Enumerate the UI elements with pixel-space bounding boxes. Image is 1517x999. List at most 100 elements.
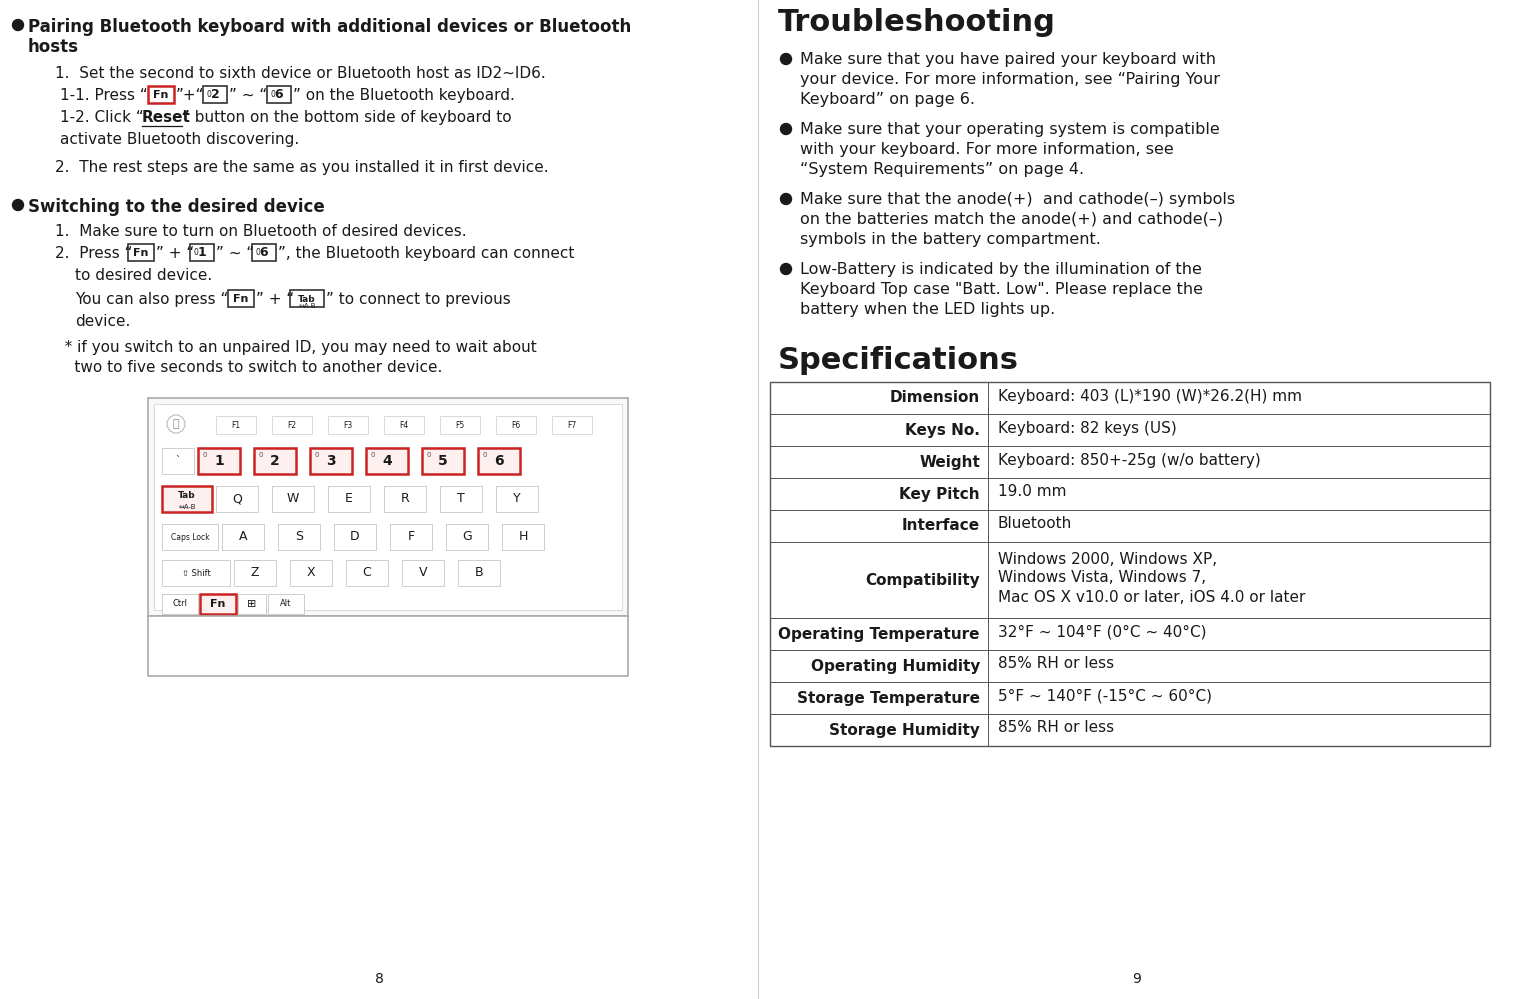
Text: ”+“: ”+“ [176, 88, 205, 103]
Text: hosts: hosts [27, 38, 79, 56]
Bar [502, 524, 545, 550]
Bar [346, 560, 388, 586]
Text: S: S [294, 530, 303, 543]
Bar [162, 524, 218, 550]
Text: ”, the Bluetooth keyboard can connect: ”, the Bluetooth keyboard can connect [278, 246, 575, 261]
Circle shape [781, 264, 792, 275]
Text: 85% RH or less: 85% RH or less [998, 656, 1113, 671]
Text: 0: 0 [316, 452, 320, 458]
Text: activate Bluetooth discovering.: activate Bluetooth discovering. [61, 132, 299, 147]
Bar [200, 594, 237, 614]
Bar [155, 404, 622, 610]
Text: Make sure that you have paired your keyboard with: Make sure that you have paired your keyb… [799, 52, 1217, 67]
Text: F4: F4 [399, 421, 408, 430]
Text: Mac OS X v10.0 or later, iOS 4.0 or later: Mac OS X v10.0 or later, iOS 4.0 or late… [998, 589, 1305, 604]
Bar [384, 486, 426, 512]
Bar [390, 524, 432, 550]
Text: Fn: Fn [234, 294, 249, 304]
Text: Keyboard: 850+-25g (w/o battery): Keyboard: 850+-25g (w/o battery) [998, 453, 1261, 468]
Text: E: E [344, 493, 353, 505]
Text: Ctrl: Ctrl [173, 599, 188, 608]
Text: W: W [287, 493, 299, 505]
Text: Q: Q [232, 493, 241, 505]
Bar [496, 416, 536, 434]
Circle shape [781, 124, 792, 135]
Text: ” ~ “: ” ~ “ [215, 246, 255, 261]
Text: ” ~ “: ” ~ “ [229, 88, 267, 103]
Bar [127, 244, 155, 261]
Text: Windows Vista, Windows 7,: Windows Vista, Windows 7, [998, 570, 1206, 585]
Text: battery when the LED lights up.: battery when the LED lights up. [799, 302, 1056, 317]
Text: Alt: Alt [281, 599, 291, 608]
Text: two to five seconds to switch to another device.: two to five seconds to switch to another… [50, 360, 443, 375]
Text: 0: 0 [194, 248, 199, 257]
Text: Operating Humidity: Operating Humidity [810, 658, 980, 673]
Text: Switching to the desired device: Switching to the desired device [27, 198, 325, 216]
Text: 1: 1 [197, 246, 206, 259]
Bar [149, 398, 628, 616]
Bar [203, 86, 228, 103]
Bar [402, 560, 444, 586]
Bar [269, 594, 303, 614]
Bar [309, 448, 352, 474]
Text: 0: 0 [272, 90, 276, 99]
Text: 2.  Press “: 2. Press “ [55, 246, 132, 261]
Bar [252, 244, 276, 261]
Text: X: X [306, 566, 316, 579]
Bar [440, 416, 479, 434]
Bar [384, 416, 423, 434]
Bar [458, 560, 501, 586]
Text: 2: 2 [270, 454, 279, 468]
Text: Fn: Fn [211, 599, 226, 609]
Text: C: C [363, 566, 372, 579]
Text: Z: Z [250, 566, 259, 579]
Text: F6: F6 [511, 421, 520, 430]
Bar [162, 560, 231, 586]
Bar [162, 448, 194, 474]
Bar [771, 382, 1490, 746]
Text: Bluetooth: Bluetooth [998, 516, 1073, 531]
Text: Tab: Tab [299, 295, 316, 304]
Bar [253, 448, 296, 474]
Text: Operating Temperature: Operating Temperature [778, 626, 980, 641]
Text: You can also press “: You can also press “ [74, 292, 229, 307]
Text: 1-1. Press “: 1-1. Press “ [61, 88, 147, 103]
Bar [422, 448, 464, 474]
Text: 0: 0 [203, 452, 208, 458]
Text: Weight: Weight [919, 455, 980, 470]
Bar [366, 448, 408, 474]
Text: 19.0 mm: 19.0 mm [998, 485, 1066, 500]
Text: Key Pitch: Key Pitch [900, 487, 980, 501]
Bar [267, 86, 291, 103]
Text: Keys No.: Keys No. [906, 423, 980, 438]
Text: G: G [463, 530, 472, 543]
Text: A: A [238, 530, 247, 543]
Circle shape [167, 415, 185, 433]
Text: Pairing Bluetooth keyboard with additional devices or Bluetooth: Pairing Bluetooth keyboard with addition… [27, 18, 631, 36]
Text: Keyboard Top case "Batt. Low". Please replace the: Keyboard Top case "Batt. Low". Please re… [799, 282, 1203, 297]
Circle shape [12, 200, 23, 211]
Circle shape [12, 20, 23, 31]
Bar [162, 486, 212, 512]
Text: ” + “: ” + “ [256, 292, 294, 307]
Text: `: ` [176, 456, 181, 466]
Text: ⊞: ⊞ [247, 599, 256, 609]
Bar [334, 524, 376, 550]
Text: Reset: Reset [143, 110, 191, 125]
Text: ” to connect to previous: ” to connect to previous [326, 292, 511, 307]
Text: F1: F1 [232, 421, 241, 430]
Text: V: V [419, 566, 428, 579]
Text: F5: F5 [455, 421, 464, 430]
Text: 0: 0 [256, 248, 261, 257]
Text: T: T [457, 493, 464, 505]
Text: * if you switch to an unpaired ID, you may need to wait about: * if you switch to an unpaired ID, you m… [50, 340, 537, 355]
Text: with your keyboard. For more information, see: with your keyboard. For more information… [799, 142, 1174, 157]
Bar [221, 524, 264, 550]
Text: Interface: Interface [903, 518, 980, 533]
Text: Troubleshooting: Troubleshooting [778, 8, 1056, 37]
Text: 6: 6 [275, 88, 284, 101]
Text: D: D [350, 530, 360, 543]
Text: Caps Lock: Caps Lock [171, 532, 209, 541]
Bar [149, 616, 628, 676]
Text: 0: 0 [259, 452, 264, 458]
